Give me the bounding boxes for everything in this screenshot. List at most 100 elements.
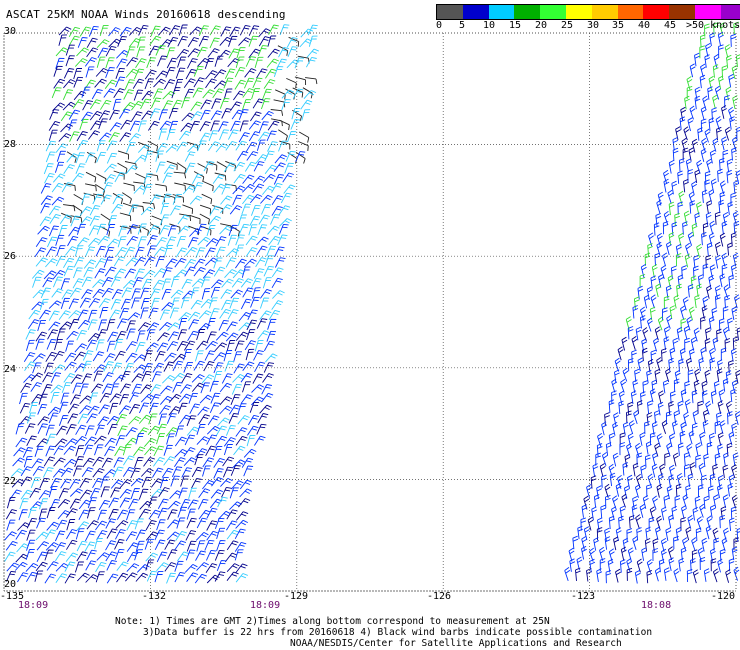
wind-barb	[586, 568, 592, 582]
wind-barb	[681, 505, 687, 519]
wind-barb	[182, 204, 194, 214]
wind-barb	[711, 307, 718, 321]
wind-barb	[214, 549, 225, 561]
wind-barb	[6, 570, 17, 582]
legend-swatch	[694, 5, 721, 19]
wind-barb	[684, 380, 690, 395]
wind-barb	[159, 214, 170, 226]
wind-barb	[240, 394, 253, 404]
wind-barb	[226, 529, 239, 540]
lon-label-129: -129	[284, 591, 309, 602]
wind-barb	[683, 178, 689, 193]
wind-barb	[45, 151, 56, 163]
wind-barb	[224, 552, 238, 563]
wind-barb	[155, 183, 168, 192]
wind-barb	[126, 520, 138, 531]
wind-barb	[298, 141, 309, 151]
wind-barb	[154, 529, 165, 541]
wind-barb	[155, 45, 166, 56]
wind-barb	[184, 151, 196, 162]
wind-barb	[259, 297, 270, 309]
wind-barb	[213, 183, 226, 193]
wind-barb	[106, 319, 116, 331]
wind-barb	[85, 530, 96, 542]
wind-barb	[246, 319, 258, 331]
wind-barb	[708, 232, 715, 247]
wind-barb	[654, 410, 660, 424]
note-line-1: Note: 1) Times are GMT 2)Times along bot…	[115, 616, 550, 627]
wind-barb	[694, 169, 701, 183]
wind-barb	[306, 48, 319, 58]
wind-barb	[706, 158, 713, 173]
wind-barb	[693, 254, 699, 269]
wind-barb	[235, 244, 244, 256]
wind-barb	[6, 562, 19, 572]
wind-barb	[114, 548, 125, 560]
wind-barb	[663, 336, 670, 350]
wind-barb	[251, 384, 265, 393]
wind-barb	[181, 278, 193, 290]
wind-barb	[98, 298, 111, 308]
wind-barb	[99, 307, 109, 319]
swath-time-mid: 18:09	[250, 600, 281, 611]
wind-barb	[238, 223, 249, 235]
wind-barb	[119, 497, 131, 508]
wind-barb	[726, 158, 733, 173]
wind-barb	[661, 420, 668, 434]
wind-barb	[177, 551, 189, 562]
wind-barb	[706, 200, 713, 214]
wind-barb	[692, 506, 699, 521]
map-frame	[3, 32, 737, 592]
wind-barb	[226, 321, 238, 332]
wind-barb	[605, 570, 612, 584]
wind-barb	[94, 435, 107, 445]
wind-barb	[46, 507, 56, 519]
wind-barb	[678, 232, 685, 247]
wind-barb	[183, 78, 196, 88]
wind-barb	[110, 383, 120, 395]
wind-barb	[172, 372, 185, 382]
wind-barb	[219, 225, 233, 235]
wind-barb	[724, 294, 730, 309]
wind-barb	[646, 317, 653, 332]
wind-barb	[148, 307, 159, 319]
wind-barb	[235, 563, 248, 573]
wind-barb	[734, 294, 740, 309]
wind-barb	[64, 183, 76, 191]
wind-barb	[264, 164, 277, 175]
wind-barb	[92, 288, 105, 299]
wind-barb	[618, 515, 624, 530]
wind-barb	[148, 120, 160, 131]
wind-barb	[82, 100, 93, 111]
wind-barb	[702, 95, 709, 110]
wind-barb	[235, 234, 245, 246]
wind-barb	[49, 109, 60, 120]
wind-barb	[104, 174, 116, 184]
wind-barb	[253, 350, 264, 361]
wind-barb	[218, 49, 231, 59]
wind-barb	[149, 384, 162, 395]
wind-barb	[162, 267, 173, 278]
wind-barb	[123, 182, 135, 191]
wind-barb	[241, 457, 254, 468]
wind-barb	[66, 519, 76, 531]
wind-barb	[652, 495, 658, 510]
wind-barb	[231, 278, 244, 288]
wind-barb	[166, 572, 176, 584]
wind-barb	[65, 340, 75, 352]
wind-barb	[125, 427, 138, 437]
wind-barb	[92, 468, 105, 478]
wind-barb	[209, 308, 220, 319]
wind-barb	[42, 384, 53, 395]
wind-barb	[58, 34, 68, 46]
wind-barb	[660, 265, 667, 280]
wind-barb	[208, 215, 221, 225]
wind-barb	[238, 498, 251, 508]
wind-barb	[646, 286, 653, 300]
wind-barb	[96, 173, 107, 184]
wind-barb	[194, 454, 204, 466]
wind-barb	[685, 158, 692, 172]
wind-barb	[230, 465, 241, 476]
wind-barb	[196, 436, 210, 445]
wind-barb	[50, 384, 64, 394]
